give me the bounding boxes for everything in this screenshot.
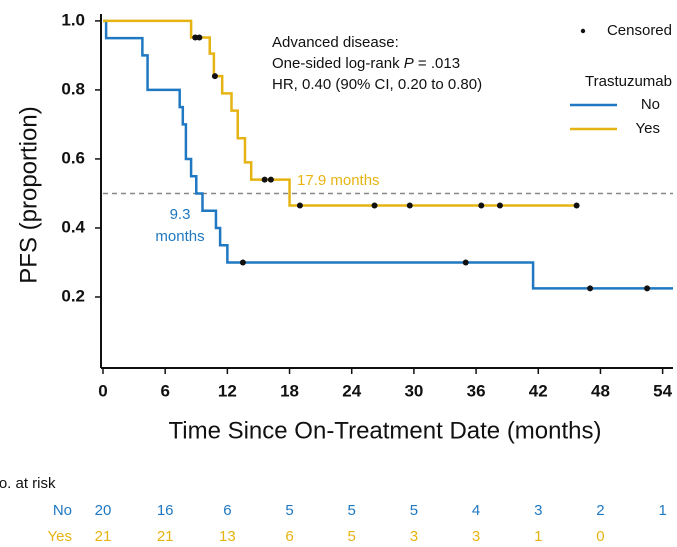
annotation-line: One-sided log-rank P = .013 (272, 55, 460, 72)
median-label: months (155, 228, 204, 245)
x-tick-label: 6 (160, 381, 169, 400)
y-tick-label: 0.6 (61, 148, 85, 167)
at-risk-count: 5 (285, 502, 293, 519)
at-risk-count: 21 (95, 528, 112, 545)
survival-curve (103, 19, 673, 290)
censored-mark (462, 259, 469, 266)
at-risk-count: 0 (596, 528, 604, 545)
at-risk-count: 5 (410, 502, 418, 519)
at-risk-count: 3 (410, 528, 418, 545)
censored-legend-dot (580, 28, 586, 34)
censored-mark (371, 202, 378, 209)
at-risk-row-label: No (53, 502, 72, 519)
censored-mark (496, 202, 503, 209)
censored-mark (239, 259, 246, 266)
annotation-part: P (404, 55, 414, 72)
at-risk-count: 1 (534, 528, 542, 545)
y-tick-label: 1.0 (61, 10, 85, 29)
annotation-part: = .013 (414, 55, 460, 72)
censored-mark (587, 285, 594, 292)
at-risk-count: 13 (219, 528, 236, 545)
x-tick-label: 12 (218, 381, 237, 400)
y-tick-label: 0.8 (61, 79, 85, 98)
x-tick-label: 54 (653, 381, 672, 400)
censored-mark (296, 202, 303, 209)
at-risk-count: 3 (472, 528, 480, 545)
annotation-line: HR, 0.40 (90% CI, 0.20 to 0.80) (272, 76, 482, 93)
at-risk-count: 1 (658, 502, 666, 519)
censored-mark (261, 176, 268, 183)
x-axis-title: Time Since On-Treatment Date (months) (168, 417, 601, 444)
at-risk-count: 21 (157, 528, 174, 545)
x-tick-label: 24 (342, 381, 361, 400)
annotation-part: One-sided log-rank (272, 55, 404, 72)
median-label: 9.3 (170, 206, 191, 223)
censored-mark (267, 176, 274, 183)
at-risk-title: No. at risk (0, 475, 56, 492)
legend-label: No (641, 96, 660, 113)
x-tick-label: 48 (591, 381, 610, 400)
at-risk-count: 4 (472, 502, 480, 519)
censored-mark (478, 202, 485, 209)
at-risk-count: 6 (223, 502, 231, 519)
x-tick-label: 30 (404, 381, 423, 400)
x-tick-label: 18 (280, 381, 299, 400)
annotation-line: Advanced disease: (272, 34, 399, 51)
censored-mark (211, 73, 218, 80)
x-tick-label: 42 (529, 381, 548, 400)
censored-mark (644, 285, 651, 292)
y-tick-label: 0.2 (61, 286, 85, 305)
at-risk-count: 5 (348, 502, 356, 519)
at-risk-row-label: Yes (48, 528, 72, 545)
legend-label: Yes (636, 120, 660, 137)
at-risk-count: 3 (534, 502, 542, 519)
at-risk-count: 20 (95, 502, 112, 519)
x-tick-label: 36 (467, 381, 486, 400)
censored-mark (192, 34, 199, 41)
y-axis-title: PFS (proportion) (15, 106, 42, 283)
censored-mark (406, 202, 413, 209)
censored-mark (196, 34, 203, 41)
x-tick-label: 0 (98, 381, 107, 400)
median-label: 17.9 months (297, 172, 380, 189)
at-risk-count: 16 (157, 502, 174, 519)
at-risk-count: 2 (596, 502, 604, 519)
survival-curve (103, 19, 577, 207)
at-risk-count: 6 (285, 528, 293, 545)
censored-mark (573, 202, 580, 209)
legend-title: Trastuzumab (585, 73, 672, 90)
at-risk-count: 5 (348, 528, 356, 545)
censored-legend-label: Censored (607, 22, 672, 39)
y-tick-label: 0.4 (61, 217, 85, 236)
